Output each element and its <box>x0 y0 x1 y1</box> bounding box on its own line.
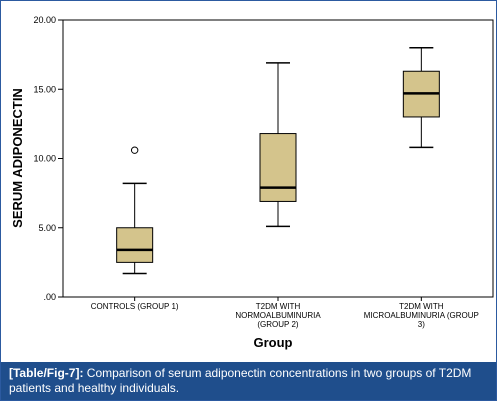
outlier-point <box>130 146 139 154</box>
x-axis-label: Group <box>254 335 293 350</box>
x-tick-label-line: CONTROLS (GROUP 1) <box>91 302 179 311</box>
x-axis: CONTROLS (GROUP 1) T2DM WITH NORMOALBUMINU… <box>91 297 479 329</box>
x-tick-label: T2DM WITH NORMOALBUMINURIA (GROUP 2) <box>235 302 321 329</box>
figure-caption: [Table/Fig-7]: Comparison of serum adipo… <box>1 362 496 400</box>
box-3 <box>402 46 440 149</box>
x-tick-label: CONTROLS (GROUP 1) <box>91 302 179 311</box>
y-axis-label: SERUM ADIPONECTIN <box>10 88 25 228</box>
caption-text: Comparison of serum adiponectin concentr… <box>9 366 472 395</box>
y-tick-label: .00 <box>43 292 56 302</box>
boxes-group <box>116 46 440 275</box>
caption-tag: [Table/Fig-7]: <box>9 366 84 380</box>
x-tick-label-line: (GROUP 2) <box>257 320 299 329</box>
y-axis: .00 5.00 10.00 15.00 20.00 <box>33 15 63 302</box>
iqr-box <box>116 227 154 263</box>
x-tick-label-line: T2DM WITH <box>256 302 301 311</box>
x-tick-label-line: NORMOALBUMINURIA <box>235 311 321 320</box>
x-tick-label-line: MICROALBUMINURIA (GROUP <box>364 311 479 320</box>
box-1 <box>116 146 154 275</box>
x-tick-label-line: T2DM WITH <box>399 302 444 311</box>
boxplot-chart: .00 5.00 10.00 15.00 20.00 CONTROLS (GROUP 1… <box>10 15 494 350</box>
y-tick-label: 15.00 <box>33 84 56 94</box>
y-tick-label: 10.00 <box>33 154 56 164</box>
y-tick-label: 20.00 <box>33 15 56 25</box>
x-tick-label-line: 3) <box>418 320 425 329</box>
iqr-box <box>259 133 297 202</box>
y-tick-label: 5.00 <box>38 223 56 233</box>
x-tick-label: T2DM WITH MICROALBUMINURIA (GROUP 3) <box>364 302 479 329</box>
box-2 <box>259 62 297 228</box>
